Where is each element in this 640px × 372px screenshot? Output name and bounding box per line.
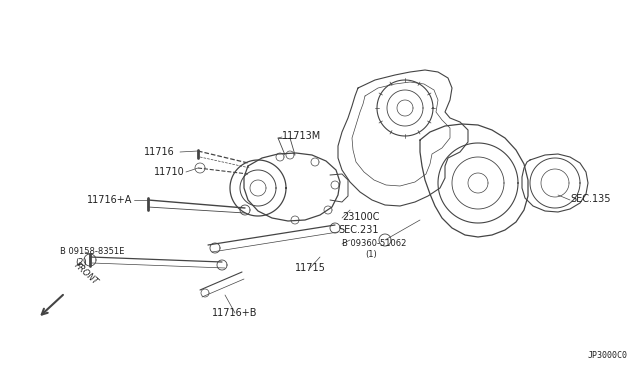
Text: SEC.135: SEC.135 xyxy=(570,194,611,204)
Text: 11716+B: 11716+B xyxy=(212,308,258,318)
Text: 11713M: 11713M xyxy=(282,131,321,141)
Text: 11710: 11710 xyxy=(154,167,185,177)
Text: 11716+A: 11716+A xyxy=(86,195,132,205)
Text: 11716: 11716 xyxy=(144,147,175,157)
Text: (1): (1) xyxy=(365,250,377,260)
Text: FRONT: FRONT xyxy=(72,261,99,287)
Text: 23100C: 23100C xyxy=(342,212,380,222)
Text: (2): (2) xyxy=(75,259,87,267)
Text: 11715: 11715 xyxy=(294,263,325,273)
Text: JP3000C0: JP3000C0 xyxy=(588,351,628,360)
Text: B 09158-8351E: B 09158-8351E xyxy=(60,247,124,257)
Text: B 09360-51062: B 09360-51062 xyxy=(342,238,406,247)
Text: SEC.231: SEC.231 xyxy=(338,225,378,235)
